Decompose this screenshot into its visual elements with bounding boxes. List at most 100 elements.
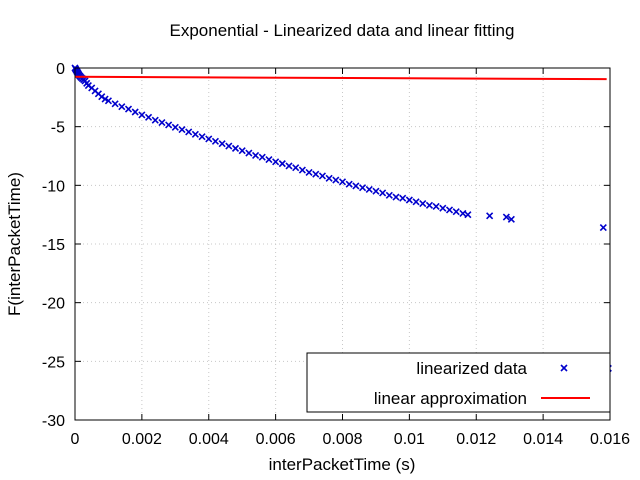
marker-stroke [486, 212, 494, 220]
chart-title: Exponential - Linearized data and linear… [170, 21, 515, 40]
marker-stroke [265, 155, 273, 164]
legend-label-linearized-data: linearized data [416, 359, 527, 378]
data-point [144, 113, 153, 121]
marker-stroke [94, 90, 102, 98]
y-tick-label: -30 [42, 413, 65, 430]
marker-stroke [325, 174, 333, 182]
data-point [211, 137, 220, 145]
data-point [245, 149, 253, 157]
data-point [111, 100, 119, 108]
marker-stroke [258, 153, 266, 161]
marker-stroke [292, 164, 300, 172]
data-point [178, 126, 186, 134]
data-point [231, 144, 240, 152]
marker-stroke [372, 187, 380, 195]
marker-stroke [138, 111, 146, 119]
data-point [392, 193, 400, 201]
marker-stroke [144, 113, 153, 121]
data-point [459, 209, 467, 218]
data-point [338, 178, 347, 186]
data-point [452, 208, 460, 216]
marker-stroke [191, 130, 199, 138]
fit-line [74, 75, 607, 81]
data-point [325, 174, 333, 182]
marker-stroke [459, 209, 467, 218]
marker-stroke [185, 128, 193, 136]
data-point [345, 180, 353, 188]
data-point [205, 135, 213, 143]
data-point [352, 182, 360, 190]
axis-ticks: 0 0.002 0.004 0.006 0.008 0.01 0.012 0.014 0.016… [42, 61, 630, 448]
marker-stroke [124, 105, 133, 113]
marker-stroke [439, 204, 447, 212]
marker-stroke [507, 215, 515, 223]
data-point [464, 211, 472, 219]
marker-stroke [312, 170, 320, 178]
marker-stroke [464, 211, 472, 219]
data-point [292, 164, 300, 172]
y-axis-label: F(interPacketTime) [5, 172, 24, 316]
data-point [358, 184, 367, 192]
data-point [419, 199, 427, 208]
data-point [151, 116, 159, 124]
x-tick-label: 0.002 [122, 431, 162, 448]
data-point [318, 172, 327, 180]
x-tick-label: 0.008 [322, 431, 362, 448]
data-point [158, 118, 166, 127]
data-point [251, 151, 260, 159]
data-point [138, 111, 146, 119]
data-point [432, 202, 440, 211]
marker-stroke [392, 193, 400, 201]
marker-stroke [452, 208, 460, 216]
data-point [305, 168, 313, 176]
y-tick-label: -25 [42, 354, 65, 371]
marker-stroke [352, 182, 360, 190]
marker-stroke [198, 133, 206, 141]
data-point [445, 206, 454, 214]
marker-stroke [502, 213, 510, 221]
data-point [399, 194, 407, 202]
marker-stroke [560, 364, 568, 372]
marker-stroke [165, 121, 173, 129]
marker-stroke [111, 100, 119, 108]
marker-stroke [278, 160, 286, 168]
marker-stroke [225, 142, 233, 150]
y-tick-label: -15 [42, 237, 65, 254]
data-point [486, 212, 494, 220]
grid [75, 68, 610, 420]
x-tick-label: 0.004 [189, 431, 229, 448]
marker-stroke [379, 189, 387, 197]
marker-stroke [118, 103, 126, 111]
marker-stroke [338, 178, 347, 186]
marker-stroke [405, 196, 413, 204]
legend-marker-x [560, 364, 568, 372]
marker-stroke [245, 149, 253, 157]
marker-stroke [88, 84, 96, 92]
marker-stroke [218, 140, 226, 148]
data-point [425, 201, 434, 209]
data-point [198, 133, 206, 141]
marker-stroke [211, 137, 220, 145]
marker-stroke [318, 172, 327, 180]
data-point [104, 97, 113, 105]
y-tick-label: -20 [42, 296, 65, 313]
y-tick-label: -5 [51, 120, 65, 137]
data-point [379, 189, 387, 197]
data-point [298, 166, 306, 174]
data-point [258, 153, 266, 161]
legend-box [306, 352, 611, 413]
marker-stroke [358, 184, 367, 192]
data-point [439, 204, 447, 212]
data-point [365, 185, 373, 194]
marker-stroke [131, 108, 139, 116]
legend: linearized data linear approximation [306, 352, 611, 413]
legend-marker-x-icon [560, 364, 568, 372]
x-tick-label: 0.016 [590, 431, 630, 448]
data-point [185, 128, 193, 136]
marker-stroke [305, 168, 313, 176]
data-point [225, 142, 233, 150]
marker-stroke [251, 151, 260, 159]
data-point [165, 121, 173, 129]
marker-stroke [298, 166, 306, 174]
data-point [405, 196, 413, 204]
